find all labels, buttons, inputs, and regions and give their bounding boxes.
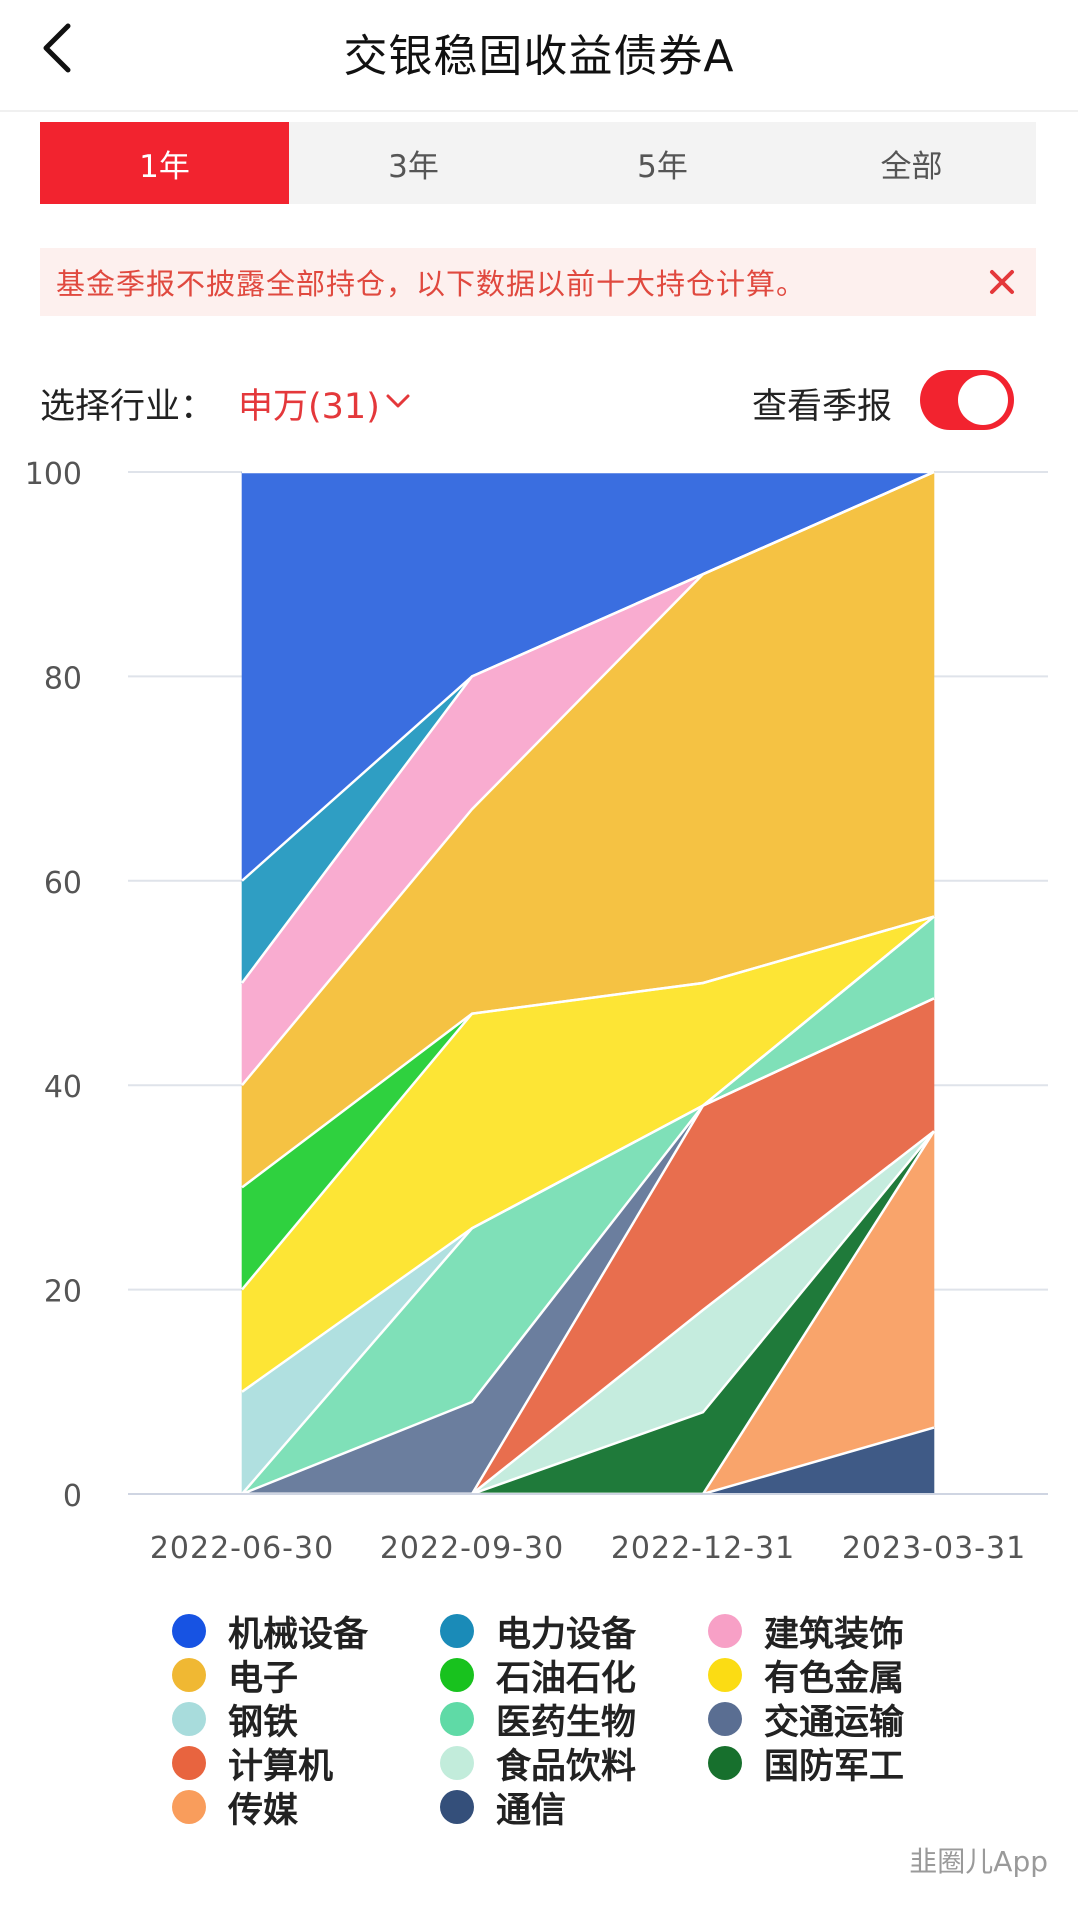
legend-swatch: [172, 1702, 206, 1736]
legend-label: 交通运输: [764, 1702, 905, 1743]
legend-label: 石油石化: [496, 1658, 637, 1699]
legend-label: 建筑装饰: [764, 1614, 905, 1655]
y-tick-label: 100: [25, 457, 82, 492]
legend-item[interactable]: 食品饮料: [440, 1744, 708, 1787]
series-boundary-line: [241, 915, 935, 1393]
legend-item[interactable]: 计算机: [172, 1744, 440, 1787]
legend-swatch: [440, 1702, 474, 1736]
x-tick-label: 2022-12-31: [611, 1531, 795, 1566]
industry-allocation-chart: 0 20 40 60 80 100 2022-06-30 2022-09-30 2022-12-…: [25, 457, 1048, 1566]
legend-swatch: [440, 1746, 474, 1780]
industry-filter-label: 选择行业：: [40, 387, 216, 427]
legend-label: 传媒: [228, 1790, 299, 1831]
page-title: 交银稳固收益债券A: [343, 31, 735, 82]
legend-item[interactable]: 通信: [440, 1788, 708, 1831]
legend-label: 机械设备: [228, 1614, 369, 1655]
notice-text: 基金季报不披露全部持仓，以下数据以前十大持仓计算。: [56, 267, 807, 301]
legend-item[interactable]: 传媒: [172, 1788, 440, 1831]
legend-item[interactable]: 国防军工: [708, 1744, 976, 1787]
legend-item[interactable]: 钢铁: [172, 1700, 440, 1743]
legend-item[interactable]: 建筑装饰: [708, 1612, 976, 1655]
y-tick-label: 20: [44, 1275, 82, 1310]
legend-swatch: [172, 1614, 206, 1648]
legend-swatch: [440, 1790, 474, 1824]
y-tick-label: 80: [44, 661, 82, 696]
notice-banner: 基金季报不披露全部持仓，以下数据以前十大持仓计算。: [40, 248, 1036, 316]
legend-swatch: [440, 1614, 474, 1648]
close-icon[interactable]: [982, 262, 1022, 302]
y-tick-label: 0: [63, 1479, 82, 1514]
toggle-knob: [958, 375, 1008, 425]
legend-swatch: [440, 1658, 474, 1692]
series-boundary-line: [241, 915, 935, 1189]
legend-swatch: [172, 1658, 206, 1692]
watermark: 韭圈儿App: [909, 1845, 1048, 1878]
tab-all[interactable]: 全部: [880, 148, 943, 185]
back-arrow-icon[interactable]: [30, 18, 90, 78]
y-tick-label: 40: [44, 1070, 82, 1105]
tab-1-year[interactable]: 1年: [40, 122, 289, 204]
legend-label: 医药生物: [496, 1702, 637, 1743]
chart-legend: 机械设备 电力设备 建筑装饰电子 石油石化 有色金属钢铁 医药生物 交通运输计算机 食品饮料 国…: [172, 1612, 992, 1831]
app-header: 交银稳固收益债券A: [0, 0, 1078, 112]
industry-filter-dropdown[interactable]: 申万(31): [238, 387, 380, 427]
y-tick-label: 60: [44, 866, 82, 901]
legend-label: 电力设备: [496, 1614, 637, 1655]
legend-swatch: [708, 1658, 742, 1692]
chevron-down-icon[interactable]: [383, 386, 413, 416]
legend-item[interactable]: 有色金属: [708, 1656, 976, 1699]
legend-item[interactable]: 医药生物: [440, 1700, 708, 1743]
legend-label: 电子: [228, 1658, 299, 1699]
tab-5-years[interactable]: 5年: [637, 148, 688, 185]
legend-swatch: [708, 1746, 742, 1780]
legend-item[interactable]: 交通运输: [708, 1700, 976, 1743]
legend-item[interactable]: 电力设备: [440, 1612, 708, 1655]
x-tick-label: 2022-06-30: [150, 1531, 334, 1566]
legend-swatch: [708, 1614, 742, 1648]
legend-item[interactable]: 电子: [172, 1656, 440, 1699]
x-tick-label: 2022-09-30: [380, 1531, 564, 1566]
legend-label: 钢铁: [228, 1702, 299, 1743]
tab-3-years[interactable]: 3年: [388, 148, 439, 185]
period-tabs: 1年 3年 5年 全部: [40, 122, 1036, 204]
legend-label: 国防军工: [764, 1746, 905, 1787]
quarterly-report-label: 查看季报: [752, 387, 893, 427]
legend-item[interactable]: 机械设备: [172, 1612, 440, 1655]
legend-label: 有色金属: [764, 1658, 905, 1699]
quarterly-report-toggle[interactable]: [920, 370, 1014, 430]
legend-item[interactable]: 石油石化: [440, 1656, 708, 1699]
series-boundary-line: [241, 470, 935, 882]
legend-swatch: [172, 1746, 206, 1780]
series-boundary-line: [241, 997, 935, 1496]
legend-label: 通信: [496, 1790, 567, 1831]
legend-swatch: [172, 1790, 206, 1824]
legend-label: 食品饮料: [496, 1746, 637, 1787]
legend-swatch: [708, 1702, 742, 1736]
x-tick-label: 2023-03-31: [842, 1531, 1026, 1566]
legend-label: 计算机: [228, 1746, 334, 1787]
